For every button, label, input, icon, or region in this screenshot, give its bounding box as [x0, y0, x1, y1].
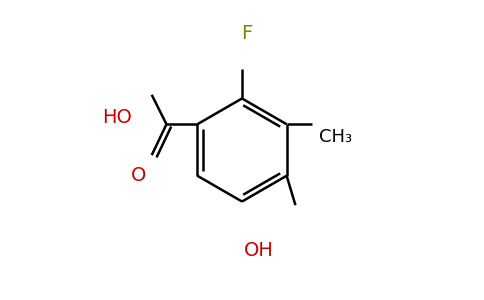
Text: F: F [241, 24, 252, 43]
Text: OH: OH [244, 241, 274, 260]
Text: CH₃: CH₃ [318, 128, 352, 146]
Text: HO: HO [103, 108, 133, 127]
Text: O: O [131, 166, 146, 184]
